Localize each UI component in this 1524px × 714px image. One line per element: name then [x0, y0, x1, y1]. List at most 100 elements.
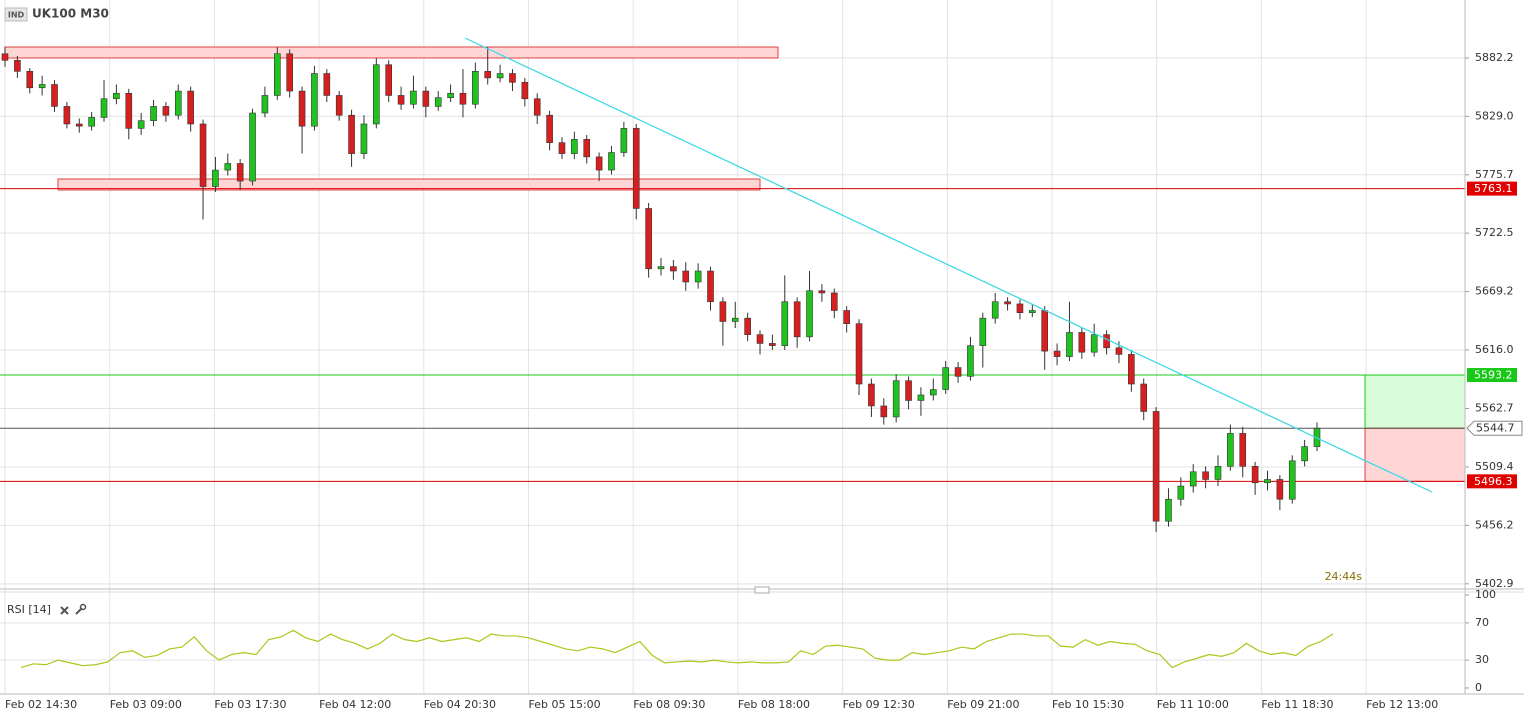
candle-body — [459, 92, 467, 105]
candle-body — [249, 112, 256, 182]
price-level-label: 5496.3 — [1474, 475, 1513, 488]
candle-body — [1251, 466, 1259, 484]
y-tick-label: 5402.9 — [1475, 577, 1514, 590]
candle-body — [632, 128, 640, 209]
y-tick-label: 5562.7 — [1475, 401, 1514, 414]
candle-body — [719, 301, 727, 322]
candle-body — [373, 64, 380, 125]
candle-body — [1288, 460, 1296, 500]
candle-body — [1066, 332, 1073, 357]
rsi-settings-icon[interactable] — [75, 603, 87, 615]
x-tick-label: Feb 05 15:00 — [529, 698, 601, 711]
x-tick-label: Feb 12 13:00 — [1366, 698, 1438, 711]
rsi-remove-icon[interactable] — [60, 606, 69, 615]
resize-handle[interactable] — [754, 586, 770, 594]
candle-body — [868, 383, 875, 407]
candle-body — [113, 92, 120, 100]
price-level-tag — [1467, 181, 1517, 196]
candle-body — [187, 90, 194, 125]
candle-body — [1227, 433, 1234, 467]
candle-body — [917, 394, 925, 401]
take-profit-box — [1364, 374, 1466, 429]
y-tick-label: 5456.2 — [1475, 518, 1514, 531]
grid — [0, 0, 1469, 694]
candle-body — [1189, 471, 1197, 487]
candle-body — [360, 123, 368, 154]
candle-body — [843, 310, 850, 324]
current-price-label: 5544.7 — [1476, 422, 1515, 435]
candle-body — [1078, 332, 1086, 353]
candle-body — [496, 73, 504, 79]
candle-body — [509, 73, 516, 83]
candle-body — [583, 139, 591, 158]
candle-body — [793, 301, 801, 338]
x-tick-label: Feb 04 20:30 — [424, 698, 496, 711]
x-tick-label: Feb 08 18:00 — [738, 698, 810, 711]
candle-body — [1004, 301, 1011, 305]
candle-body — [558, 142, 566, 154]
candle-body — [1103, 334, 1110, 349]
candle-body — [1016, 303, 1024, 314]
y-tick-label: 5829.0 — [1475, 109, 1514, 122]
candle-body — [1053, 350, 1061, 357]
candle-body — [967, 345, 974, 377]
candle-body — [311, 73, 318, 127]
y-tick-label: 5882.2 — [1475, 51, 1514, 64]
candle-body — [707, 270, 714, 303]
rsi-y-tick-label: 30 — [1475, 653, 1489, 666]
price-level-label: 5593.2 — [1474, 369, 1513, 382]
candle-body — [447, 92, 454, 98]
candle-body — [930, 389, 937, 396]
candle-body — [571, 139, 578, 154]
x-tick-label: Feb 10 15:30 — [1052, 698, 1124, 711]
support-zone — [57, 178, 761, 191]
resistance-zone — [4, 46, 779, 59]
chart-title: UK100 M30 — [32, 7, 109, 21]
candle-body — [1214, 466, 1222, 480]
candle-body — [1140, 383, 1148, 412]
candle-body — [595, 156, 603, 171]
candle-body — [236, 163, 244, 182]
y-tick-label: 5509.4 — [1475, 460, 1514, 473]
x-tick-label: Feb 03 17:30 — [214, 698, 286, 711]
candle-body — [1177, 485, 1185, 500]
candle-body — [769, 343, 776, 346]
candle-body — [756, 334, 764, 344]
candle-body — [224, 163, 232, 171]
candle-body — [199, 123, 207, 187]
x-tick-label: Feb 11 18:30 — [1261, 698, 1333, 711]
stop-loss-box — [1364, 427, 1466, 482]
candle-body — [100, 98, 108, 118]
x-tick-label: Feb 04 12:00 — [319, 698, 391, 711]
candle-body — [954, 367, 962, 377]
candle-body — [348, 114, 355, 154]
candle-body — [657, 266, 665, 270]
trend-line — [464, 37, 1433, 493]
y-tick-label: 5775.7 — [1475, 168, 1514, 181]
rsi-y-tick-label: 0 — [1475, 681, 1482, 694]
candle-body — [484, 71, 492, 79]
candle-body — [1029, 310, 1036, 314]
candle-body — [942, 367, 949, 390]
candle-body — [150, 106, 157, 121]
rsi-y-tick-label: 70 — [1475, 616, 1489, 629]
candle-body — [781, 301, 789, 346]
x-tick-label: Feb 02 14:30 — [5, 698, 77, 711]
candle-body — [806, 290, 813, 338]
y-tick-label: 5669.2 — [1475, 285, 1514, 298]
candle-body — [38, 84, 46, 89]
candle-body — [472, 71, 479, 105]
candle-body — [162, 106, 170, 116]
levels — [0, 188, 1466, 482]
candle-body — [880, 405, 888, 418]
candle-body — [1276, 479, 1284, 500]
y-tick-label: 5616.0 — [1475, 343, 1514, 356]
candle-body — [323, 73, 331, 96]
candle-body — [694, 270, 702, 283]
candle-body — [298, 90, 306, 127]
x-tick-label: Feb 08 09:30 — [633, 698, 705, 711]
candle-body — [521, 81, 529, 100]
candle-body — [422, 90, 430, 107]
candles — [1, 47, 1321, 533]
